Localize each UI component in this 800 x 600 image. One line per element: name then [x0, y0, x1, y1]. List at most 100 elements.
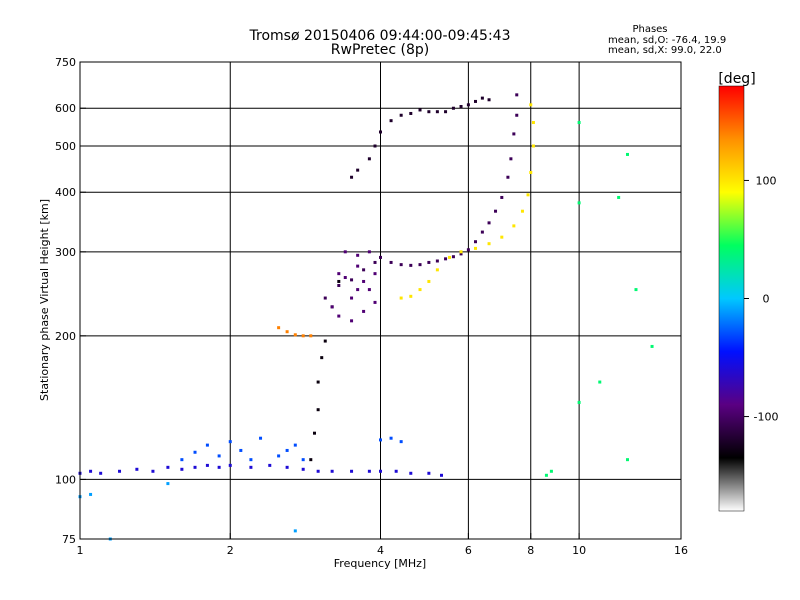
data-point [312, 431, 316, 435]
data-point [293, 529, 297, 533]
y-tick-label: 600 [55, 102, 76, 115]
chart-subtitle: RwPretec (8p) [331, 42, 429, 58]
data-point [249, 458, 253, 462]
data-point [379, 469, 382, 473]
data-point [309, 334, 313, 338]
data-point [367, 250, 371, 254]
data-point [293, 443, 297, 447]
data-point [356, 264, 360, 268]
data-point [337, 283, 341, 287]
data-point [435, 268, 439, 272]
data-point [494, 209, 498, 213]
data-point [399, 296, 403, 300]
data-point [89, 469, 93, 473]
data-point [373, 272, 377, 276]
data-point [217, 465, 221, 469]
y-tick-label: 200 [55, 330, 76, 343]
data-point [350, 296, 354, 300]
data-point [480, 230, 484, 234]
data-point [448, 255, 452, 259]
data-point [205, 443, 209, 447]
data-point [118, 469, 122, 473]
data-point [228, 440, 232, 444]
data-point [399, 263, 403, 267]
data-point [180, 467, 184, 471]
data-point [480, 96, 484, 100]
data-point [389, 260, 393, 264]
data-point [466, 103, 470, 107]
data-point [362, 279, 366, 283]
data-point [193, 465, 197, 469]
data-point [625, 152, 629, 156]
colorbar-tick-label: 100 [756, 174, 777, 187]
data-point [330, 469, 334, 473]
stats-title: Phases [632, 24, 667, 35]
x-tick-label: 2 [227, 544, 234, 557]
colorbar-ticks: 100 0 -100 [744, 174, 778, 424]
data-point [320, 356, 324, 360]
y-tick-label: 500 [55, 140, 76, 153]
scatter-points [78, 93, 654, 541]
data-point [506, 175, 510, 179]
data-point [577, 121, 581, 125]
data-point [337, 314, 341, 318]
data-point [487, 221, 491, 225]
data-point [526, 193, 530, 197]
data-point [399, 440, 403, 444]
data-point [193, 450, 197, 454]
data-point [356, 253, 360, 257]
data-point [409, 111, 413, 115]
data-point [515, 93, 519, 97]
data-point [217, 454, 221, 458]
y-tick-label: 400 [55, 186, 76, 199]
data-point [379, 130, 382, 134]
data-point [373, 260, 377, 264]
data-point [379, 255, 382, 259]
data-point [529, 170, 533, 174]
data-point [544, 473, 548, 477]
data-point [512, 224, 516, 228]
data-point [301, 334, 305, 338]
y-tick-label: 750 [55, 56, 76, 69]
data-point [409, 263, 413, 267]
y-tick-label: 100 [55, 473, 76, 486]
data-point [367, 157, 371, 161]
data-point [529, 103, 533, 107]
data-point [373, 300, 377, 304]
data-point [577, 400, 581, 404]
data-point [285, 465, 289, 469]
data-point [135, 467, 139, 471]
x-tick-label: 6 [465, 544, 472, 557]
data-point [166, 482, 170, 486]
data-point [418, 263, 422, 267]
data-point [389, 436, 393, 440]
data-point [549, 469, 553, 473]
data-point [515, 113, 519, 117]
data-point [166, 465, 170, 469]
data-point [89, 492, 93, 496]
data-point [337, 272, 341, 276]
grid-lines [80, 62, 681, 539]
data-point [350, 175, 354, 179]
data-point [379, 438, 382, 442]
data-point [451, 106, 455, 110]
data-point [487, 242, 491, 246]
data-point [459, 250, 463, 254]
data-point [316, 408, 320, 412]
data-point [323, 296, 327, 300]
data-point [444, 110, 448, 114]
data-point [343, 276, 347, 280]
x-axis-ticks: 1 2 4 6 8 10 16 [77, 533, 688, 557]
data-point [389, 119, 393, 123]
data-point [373, 144, 377, 148]
data-point [427, 279, 431, 283]
data-point [277, 326, 281, 330]
data-point [435, 259, 439, 263]
data-point [577, 201, 581, 205]
data-point [509, 157, 513, 161]
data-point [531, 121, 535, 125]
data-point [459, 252, 463, 256]
data-point [409, 294, 413, 298]
data-point [500, 195, 504, 199]
data-point [239, 448, 243, 452]
